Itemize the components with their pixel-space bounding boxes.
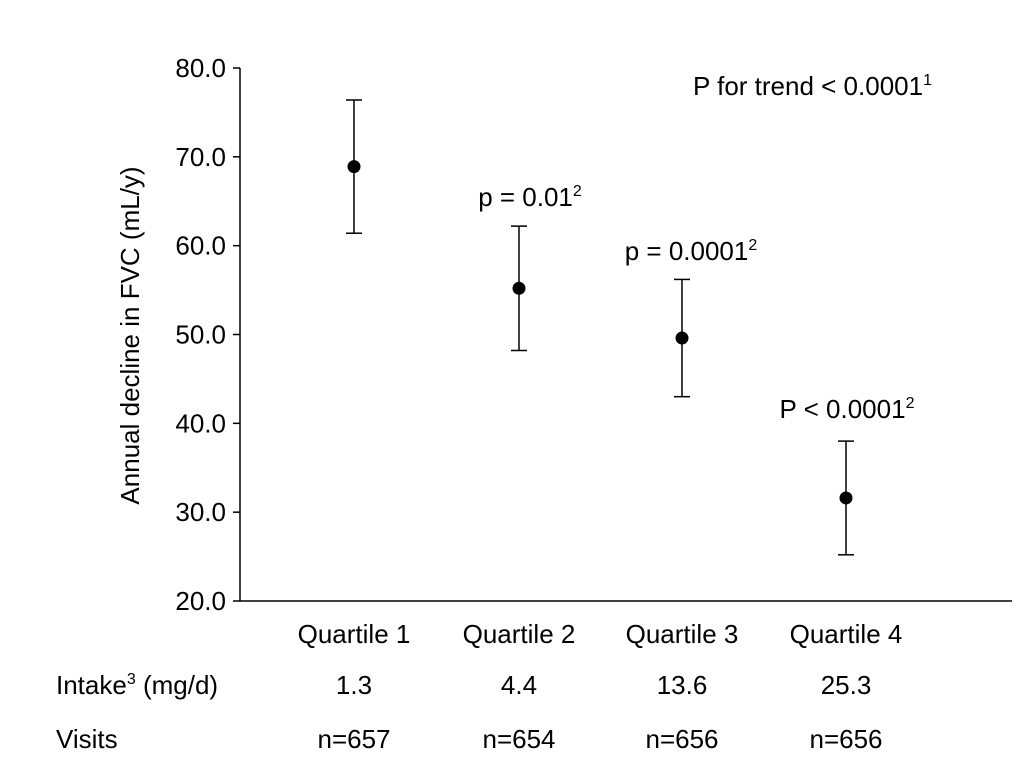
y-tick-label: 30.0 bbox=[175, 497, 226, 527]
visits-value: n=654 bbox=[482, 724, 556, 754]
y-tick-label: 80.0 bbox=[175, 53, 226, 83]
intake-value: 1.3 bbox=[335, 670, 373, 700]
visits-value: n=656 bbox=[645, 724, 719, 754]
visits-row-label: Visits bbox=[56, 724, 118, 754]
x-tick-label: Quartile 2 bbox=[463, 619, 576, 649]
p-value-annotation: P for trend < 0.00011 bbox=[693, 71, 932, 101]
axes: 20.0 30.0 40.0 50.0 60.0 70.0 80.0 Annual decli… bbox=[115, 53, 1012, 649]
p-value-annotation: p = 0.012 bbox=[478, 182, 582, 212]
y-tick-label: 70.0 bbox=[175, 142, 226, 172]
intake-value: 13.6 bbox=[656, 670, 708, 700]
x-tick-label: Quartile 1 bbox=[298, 619, 411, 649]
p-value-annotation: P < 0.00012 bbox=[780, 394, 915, 424]
intake-value: 4.4 bbox=[500, 670, 538, 700]
visits-value: n=657 bbox=[317, 724, 391, 754]
y-tick-label: 60.0 bbox=[175, 231, 226, 261]
data-point bbox=[347, 160, 361, 174]
y-tick-label: 50.0 bbox=[175, 320, 226, 350]
visits-value: n=656 bbox=[809, 724, 883, 754]
p-value-annotation: p = 0.00012 bbox=[625, 236, 758, 266]
annotations: P for trend < 0.00011 p = 0.012 p = 0.0001… bbox=[478, 71, 932, 424]
y-axis-title: Annual decline in FVC (mL/y) bbox=[115, 166, 145, 504]
y-tick-label: 20.0 bbox=[175, 586, 226, 616]
intake-value: 25.3 bbox=[820, 670, 872, 700]
y-tick-label: 40.0 bbox=[175, 408, 226, 438]
chart-marks bbox=[346, 99, 854, 556]
data-point bbox=[839, 491, 853, 505]
data-point bbox=[675, 331, 689, 345]
data-point bbox=[512, 281, 526, 295]
x-tick-label: Quartile 4 bbox=[790, 619, 903, 649]
intake-row-label: Intake3 (mg/d) bbox=[56, 670, 219, 700]
x-tick-label: Quartile 3 bbox=[626, 619, 739, 649]
